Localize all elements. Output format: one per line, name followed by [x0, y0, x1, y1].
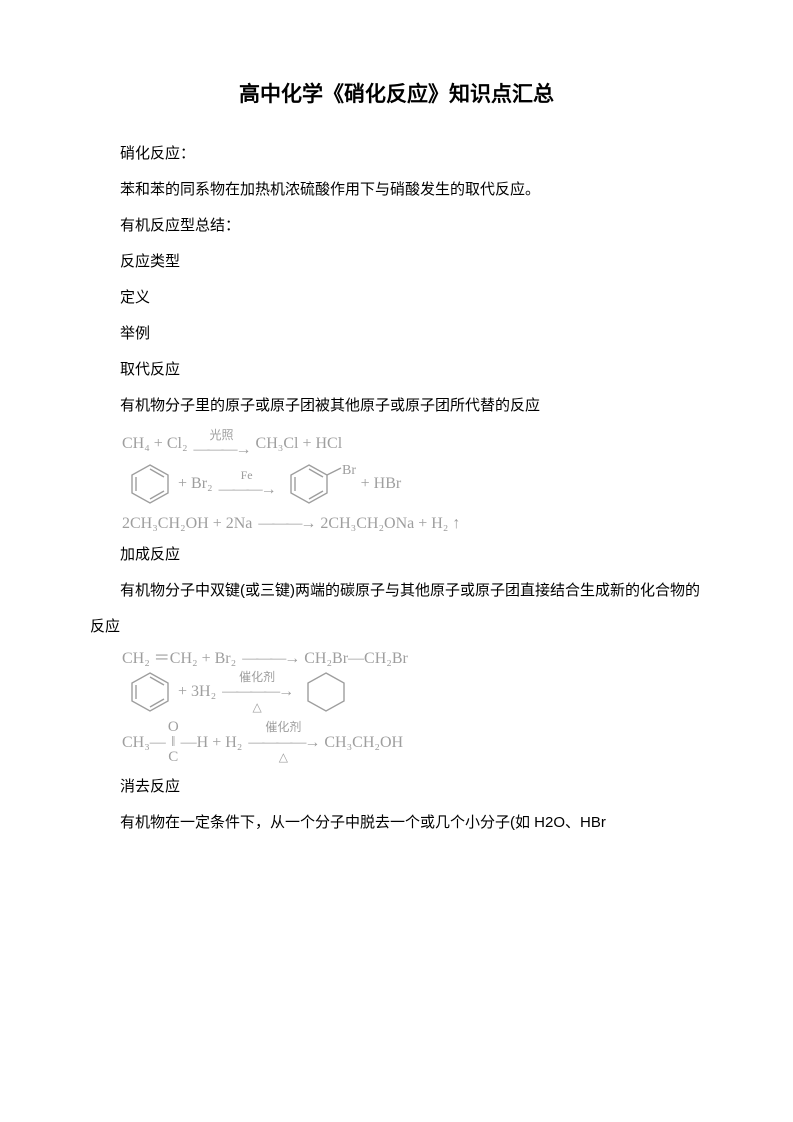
eq-benzene-br2: + Br₂ Fe ———→ Br + HBr [122, 462, 703, 506]
arrow-condition-bot: △ [279, 750, 288, 764]
carbonyl-O: O [168, 720, 179, 735]
carbonyl-double-bond: ‖ [171, 735, 175, 750]
bromobenzene-icon: Br [285, 462, 357, 506]
carbonyl-C: C [168, 750, 178, 765]
header-definition: 定义 [90, 280, 703, 316]
substituent-label: Br [342, 463, 356, 478]
eq-acetaldehyde-h2: CH₃— O ‖ C —H + H₂ 催化剂 ————→ △ CH₃CH₂OH [122, 720, 703, 765]
arrow-icon: 催化剂 ————→ △ [248, 720, 318, 764]
arrow-icon: 光照 ———→ [194, 428, 250, 460]
eq-ethylene-br2: CH₂ ＝CH₂ + Br₂ ———→ CH₂Br—CH₂Br [122, 649, 703, 668]
arrow-icon: 催化剂 ————→ △ [222, 670, 292, 714]
header-type: 反应类型 [90, 244, 703, 280]
eq-left: 2CH₃CH₂OH + 2Na [122, 514, 252, 533]
acet-suffix: —H + H₂ [181, 733, 243, 752]
nitration-definition: 苯和苯的同系物在加热机浓硫酸作用下与硝酸发生的取代反应。 [90, 172, 703, 208]
eq-ch4-cl2: CH₄ + Cl₂ 光照 ———→ CH₃Cl + HCl [122, 428, 703, 460]
benzene-icon [126, 462, 174, 506]
eq-ethanol-na: 2CH₃CH₂OH + 2Na ———→ 2CH₃CH₂ONa + H₂ ↑ [122, 514, 703, 533]
arrow-line: ———→ [194, 440, 250, 459]
arrow-icon: ———→ [258, 514, 314, 533]
arrow-line: ———→ [219, 480, 275, 499]
carbonyl-icon: O ‖ C [168, 720, 179, 765]
acet-prefix: CH₃— [122, 733, 166, 752]
reaction-3-name: 消去反应 [90, 769, 703, 805]
reaction-2-name: 加成反应 [90, 537, 703, 573]
arrow-condition-bot: △ [253, 700, 262, 714]
reaction-1-definition: 有机物分子里的原子或原子团被其他原子或原子团所代替的反应 [90, 388, 703, 424]
eq-left-plus: + Br₂ [178, 474, 213, 493]
arrow-line: ———→ [258, 514, 314, 533]
eq-right: CH₃Cl + HCl [256, 434, 343, 453]
eq-benzene-h2: + 3H₂ 催化剂 ————→ △ [122, 670, 703, 714]
eq-right: CH₂Br—CH₂Br [304, 649, 408, 668]
reaction-2-equations: CH₂ ＝CH₂ + Br₂ ———→ CH₂Br—CH₂Br + 3H₂ 催化… [122, 649, 703, 765]
arrow-icon: ———→ [242, 649, 298, 668]
reaction-1-equations: CH₄ + Cl₂ 光照 ———→ CH₃Cl + HCl + Br₂ Fe —… [122, 428, 703, 533]
arrow-line: ———→ [242, 649, 298, 668]
document-page: 高中化学《硝化反应》知识点汇总 硝化反应： 苯和苯的同系物在加热机浓硫酸作用下与… [0, 0, 793, 1122]
eq-right: CH₃CH₂OH [324, 733, 403, 752]
header-example: 举例 [90, 316, 703, 352]
eq-right: 2CH₃CH₂ONa + H₂ ↑ [320, 514, 460, 533]
reaction-3-definition: 有机物在一定条件下，从一个分子中脱去一个或几个小分子(如 H2O、HBr [90, 805, 703, 841]
eq-left: CH₄ + Cl₂ [122, 434, 188, 453]
reaction-2-definition: 有机物分子中双键(或三键)两端的碳原子与其他原子或原子团直接结合生成新的化合物的… [90, 573, 703, 645]
page-title: 高中化学《硝化反应》知识点汇总 [90, 78, 703, 108]
eq-right-plus: + HBr [361, 474, 402, 493]
cyclohexane-icon [302, 670, 350, 714]
arrow-icon: Fe ———→ [219, 468, 275, 500]
eq-left-plus: + 3H₂ [178, 682, 216, 701]
eq-left: CH₂ ＝CH₂ + Br₂ [122, 649, 236, 668]
benzene-icon [126, 670, 174, 714]
section-heading-nitration: 硝化反应： [90, 136, 703, 172]
reaction-1-name: 取代反应 [90, 352, 703, 388]
section-heading-summary: 有机反应型总结： [90, 208, 703, 244]
